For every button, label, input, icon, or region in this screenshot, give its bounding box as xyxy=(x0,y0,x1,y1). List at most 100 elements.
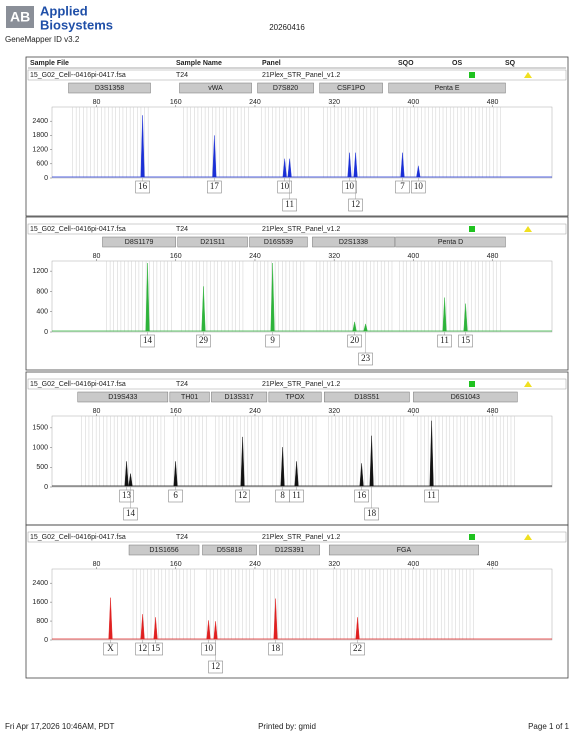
y-tick-label: 1200 xyxy=(32,268,48,275)
panel-name: 21Plex_STR_Panel_v1.2 xyxy=(262,381,340,388)
panel-name: 21Plex_STR_Panel_v1.2 xyxy=(262,226,340,233)
x-tick-label: 480 xyxy=(487,99,499,106)
allele-label: 10 xyxy=(414,181,424,191)
sample-file: 15_G02_Cell--0416pi-0417.fsa xyxy=(30,381,126,388)
allele-box xyxy=(358,352,373,366)
allele-label: 22 xyxy=(353,643,362,653)
peak xyxy=(429,420,434,487)
peak xyxy=(287,158,292,178)
marker-name: vWA xyxy=(208,85,223,92)
peak xyxy=(206,620,211,640)
marker-box xyxy=(211,391,268,403)
marker-name: D7S820 xyxy=(273,85,298,92)
marker-name: D2S1338 xyxy=(339,239,368,246)
allele-box xyxy=(424,489,439,503)
peak xyxy=(355,617,360,640)
os-flag xyxy=(469,381,475,387)
plot-area xyxy=(51,106,553,179)
y-tick-label: 2400 xyxy=(32,580,48,587)
panel-frame xyxy=(25,216,569,371)
allele-box xyxy=(347,334,362,348)
allele-label: 11 xyxy=(440,335,449,345)
peak xyxy=(463,303,468,332)
marker-name: D3S1358 xyxy=(95,85,124,92)
allele-box xyxy=(437,334,452,348)
allele-box xyxy=(277,180,292,194)
allele-label: 12 xyxy=(211,661,220,671)
marker-name: D18S51 xyxy=(354,394,379,401)
marker-box xyxy=(177,236,248,248)
allele-label: 12 xyxy=(138,643,147,653)
sq-flag xyxy=(524,534,532,540)
x-tick-label: 400 xyxy=(408,253,420,260)
allele-label: 17 xyxy=(210,181,220,191)
marker-box xyxy=(413,391,518,403)
peak xyxy=(213,621,218,640)
software: GeneMapper ID v3.2 xyxy=(5,35,80,44)
peak xyxy=(140,614,145,640)
marker-box xyxy=(249,236,308,248)
marker-box xyxy=(395,236,506,248)
allele-label: 18 xyxy=(367,508,377,518)
marker-name: TH01 xyxy=(181,394,198,401)
x-tick-label: 320 xyxy=(328,561,340,568)
sample-name: T24 xyxy=(176,72,188,79)
x-tick-label: 400 xyxy=(408,99,420,106)
allele-box xyxy=(207,180,222,194)
y-tick-label: 1600 xyxy=(32,599,48,606)
allele-box xyxy=(265,334,280,348)
marker-box xyxy=(328,544,479,556)
marker-name: TPOX xyxy=(286,394,305,401)
sample-file: 15_G02_Cell--0416pi-0417.fsa xyxy=(30,226,126,233)
marker-box xyxy=(312,236,395,248)
marker-name: Penta D xyxy=(438,239,463,246)
allele-box xyxy=(208,660,223,674)
y-tick-label: 800 xyxy=(36,618,48,625)
allele-label: 11 xyxy=(427,490,436,500)
x-tick-label: 320 xyxy=(328,99,340,106)
y-tick-label: 0 xyxy=(44,637,48,644)
plot-area xyxy=(51,260,553,333)
y-tick-label: 2400 xyxy=(32,118,48,125)
x-tick-label: 160 xyxy=(170,408,182,415)
allele-label: 20 xyxy=(350,335,360,345)
sq-flag xyxy=(524,226,532,232)
peak xyxy=(270,263,275,332)
peak xyxy=(173,461,178,487)
panel-name: 21Plex_STR_Panel_v1.2 xyxy=(262,534,340,541)
column-header: SQO xyxy=(398,60,414,67)
y-tick-label: 0 xyxy=(44,329,48,336)
marker-name: D1S1656 xyxy=(149,547,178,554)
marker-name: Penta E xyxy=(435,85,460,92)
allele-box xyxy=(103,642,118,656)
peak xyxy=(108,597,113,640)
panel-name: 21Plex_STR_Panel_v1.2 xyxy=(262,72,340,79)
allele-box xyxy=(348,198,363,212)
y-tick-label: 1500 xyxy=(32,425,48,432)
peak xyxy=(280,447,285,487)
allele-box xyxy=(289,489,304,503)
peak xyxy=(240,436,245,487)
x-tick-label: 80 xyxy=(93,253,101,260)
marker-box xyxy=(102,236,177,248)
column-header: Sample Name xyxy=(176,60,222,67)
x-tick-label: 320 xyxy=(328,408,340,415)
x-tick-label: 80 xyxy=(93,408,101,415)
peak xyxy=(153,617,158,640)
allele-label: 12 xyxy=(351,199,360,209)
allele-label: 15 xyxy=(151,643,161,653)
peak xyxy=(352,321,357,332)
panel-frame xyxy=(25,524,569,679)
brand-line-2: Biosystems xyxy=(40,17,113,32)
allele-label: 11 xyxy=(285,199,294,209)
peak xyxy=(363,323,368,332)
allele-box xyxy=(364,507,379,521)
allele-label: 10 xyxy=(345,181,355,191)
y-tick-label: 600 xyxy=(36,161,48,168)
column-header: SQ xyxy=(505,60,516,67)
x-tick-label: 240 xyxy=(249,253,261,260)
allele-box xyxy=(123,507,138,521)
y-tick-label: 0 xyxy=(44,484,48,491)
peak xyxy=(347,152,352,178)
